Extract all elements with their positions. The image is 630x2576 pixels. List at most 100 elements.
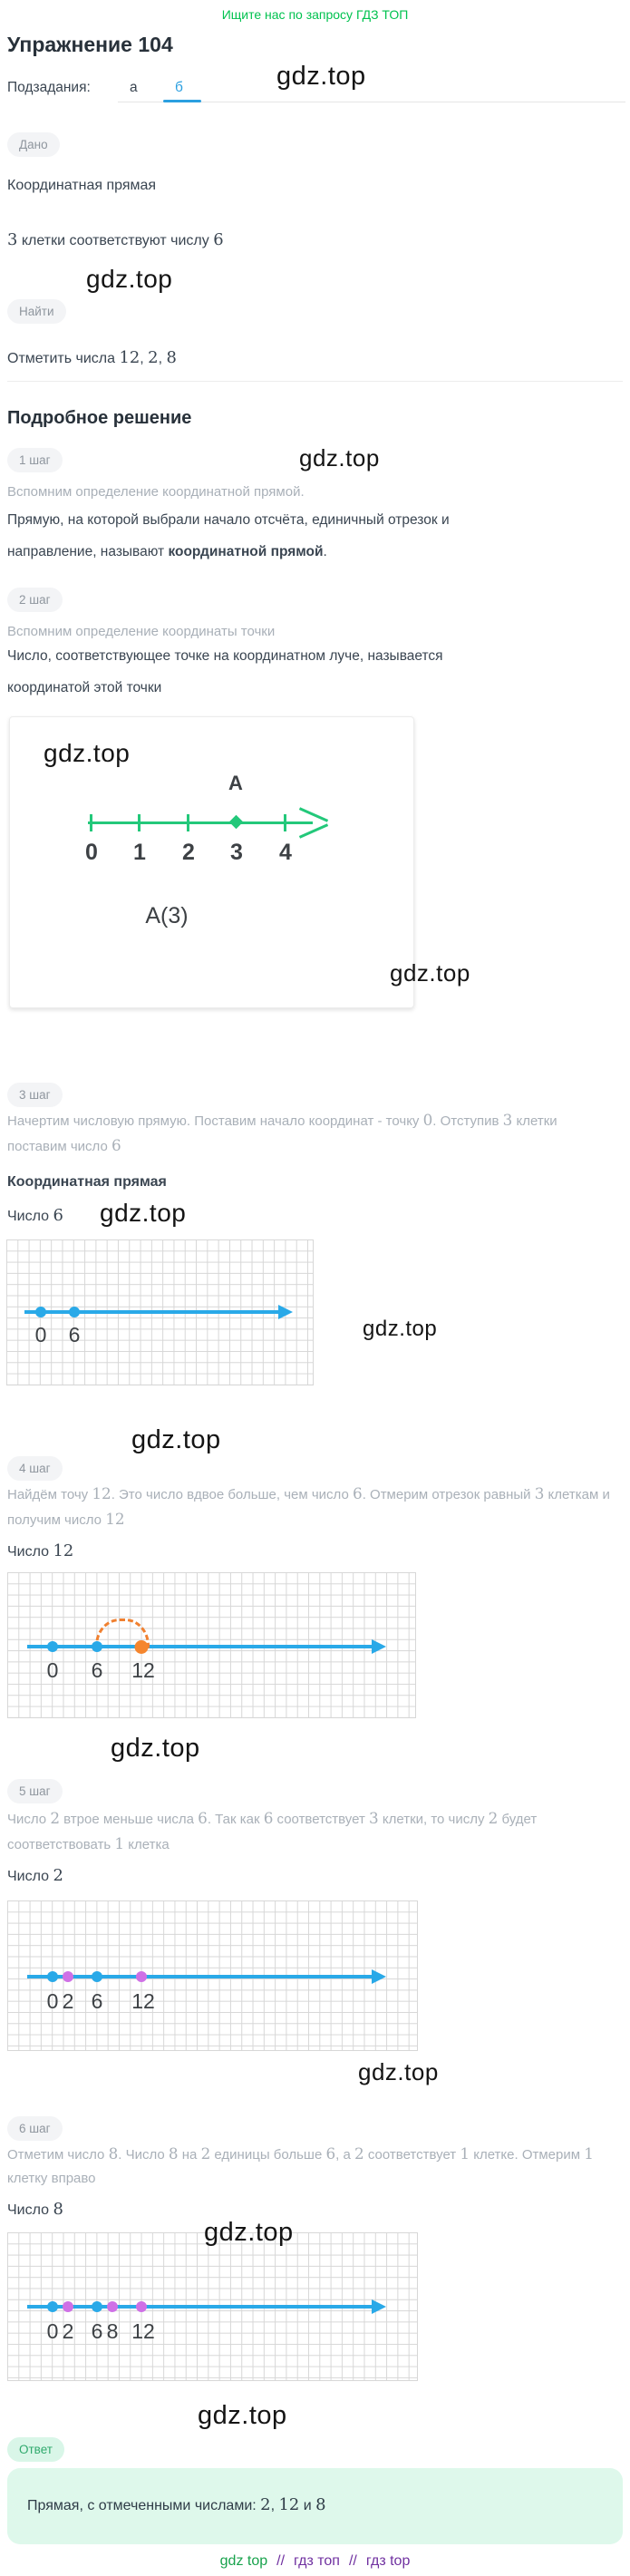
grid-figure-2: 0 2 6 12 [7,1900,418,2051]
point-dot-6 [92,2301,102,2312]
number-line [24,1310,278,1314]
subtasks-label: Подзадания: [7,80,91,95]
tick-mark [284,814,286,831]
grid-figure-6: 0 6 [6,1239,314,1385]
gdz-watermark: gdz.top [299,444,380,471]
step-1-text: Прямую, на которой выбрали начало отсчёт… [7,512,450,559]
given-badge: Дано [7,132,60,157]
point-dot-12 [136,2301,147,2312]
tab-subtask-b[interactable]: б [175,80,183,95]
given-line-2: 3 клетки соответствуют числу 6 [7,230,224,249]
gdz-watermark: gdz.top [363,1317,438,1341]
point-dot-0 [47,1641,58,1652]
solution-title: Подробное решение [7,408,192,428]
answer-badge: Ответ [7,2437,64,2462]
tick-label: 2 [182,840,195,865]
gdz-watermark: gdz.top [111,1734,200,1763]
step-5-note: Число 2 втрое меньше числа 6. Так как 6 … [7,1809,538,1852]
answer-box: Прямая, с отмеченными числами: 2, 12 и 8 [7,2468,623,2544]
point-label-12: 12 [131,1989,155,2013]
step-1-badge: 1 шаг [7,448,63,472]
step-3-note: Начертим числовую прямую. Поставим начал… [7,1111,557,1154]
grid-figure-12: 0 6 12 [7,1572,416,1718]
point-label-0: 0 [34,1323,47,1346]
point-a-label: A [228,772,243,794]
gdz-watermark: gdz.top [100,1199,187,1227]
point-dot-2 [63,2301,73,2312]
figure-label-12: Число 12 [7,1541,74,1560]
point-dot-2 [63,1971,73,1982]
point-dot-8 [107,2301,118,2312]
tick-label: 4 [279,840,292,865]
point-label-12: 12 [131,1658,155,1682]
ray-arrowhead [298,807,329,822]
tick-mark [187,814,189,831]
point-label-6: 6 [68,1323,81,1346]
section-divider [7,381,623,382]
point-dot-0 [35,1307,46,1317]
footer-separator: // [348,2553,357,2569]
ray-figure: gdz.top A 0 1 2 3 4 A(3) [9,716,414,1008]
point-dot-12 [136,1971,147,1982]
gdz-watermark: gdz.top [390,959,470,987]
point-label-0: 0 [46,1989,59,2013]
gdz-watermark: gdz.top [358,2058,439,2085]
gdz-watermark: gdz.top [86,265,173,293]
gdz-watermark: gdz.top [44,739,131,767]
point-a-caption: A(3) [145,903,189,928]
point-dot-6 [69,1307,80,1317]
line-arrowhead [372,1639,386,1654]
point-dot-12 [134,1640,149,1654]
tick-label: 3 [230,840,243,865]
point-dot-6 [92,1641,102,1652]
gdz-watermark: gdz.top [276,62,366,91]
point-dot-0 [47,2301,58,2312]
step-6-note: Отметим число 8. Число 8 на 2 единицы бо… [7,2144,594,2186]
step-2-note: Вспомним определение координаты точки [7,624,276,639]
tick-mark [90,814,92,831]
footer-link-gdz-top[interactable]: gdz top [219,2553,268,2569]
figure-label-6: Число 6 [7,1206,63,1225]
step-4-badge: 4 шаг [7,1456,63,1481]
line-arrowhead [278,1305,293,1319]
point-a-marker [228,814,244,830]
number-line [27,1975,372,1978]
find-line: Отметить числа 12, 2, 8 [7,348,177,367]
point-label-0: 0 [46,1658,59,1682]
ray-arrowhead [298,823,329,839]
point-label-2: 2 [62,1989,74,2013]
point-label-12: 12 [131,2319,155,2343]
footer-link-gdz-top-ru[interactable]: гдз топ [294,2553,340,2569]
line-arrowhead [372,1969,386,1984]
point-label-8: 8 [106,2319,119,2343]
point-dot-6 [92,1971,102,1982]
step-3-badge: 3 шаг [7,1083,63,1107]
active-tab-indicator [163,100,201,102]
tab-subtask-a[interactable]: а [130,80,138,95]
point-label-6: 6 [91,2319,103,2343]
point-label-6: 6 [91,1658,103,1682]
given-line-1: Координатная прямая [7,178,157,193]
tick-label: 0 [85,840,98,865]
number-ray-line [88,821,313,824]
step-3-subtitle: Координатная прямая [7,1174,167,1190]
footer-link-gdz-top-mixed[interactable]: гдз top [365,2553,411,2569]
footer-links: gdz top // гдз топ // гдз top [0,2553,630,2570]
point-dot-0 [47,1971,58,1982]
step-5-badge: 5 шаг [7,1779,63,1803]
grid-figure-8: 0 2 6 8 12 [7,2232,418,2381]
point-label-0: 0 [46,2319,59,2343]
footer-separator: // [276,2553,286,2569]
line-arrowhead [372,2299,386,2314]
page-title: Упражнение 104 [7,33,173,56]
gdz-watermark: gdz.top [131,1425,221,1454]
promo-banner: Ищите нас по запросу ГДЗ ТОП [221,7,409,22]
figure-label-8: Число 8 [7,2200,63,2219]
gdz-watermark: gdz.top [204,2218,294,2247]
number-line [27,1645,372,1648]
tick-label: 1 [133,840,146,865]
figure-label-2: Число 2 [7,1866,63,1885]
answer-text: Прямая, с отмеченными числами: 2, 12 и 8 [27,2495,326,2514]
step-1-note: Вспомним определение координатной прямой… [7,484,305,500]
